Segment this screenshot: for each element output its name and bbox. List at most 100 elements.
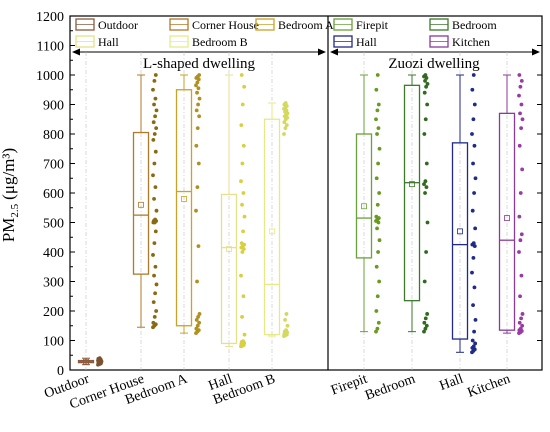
panel-z-title: Zuozi dwelling [388,56,480,72]
data-point-corner-house [154,309,159,313]
data-point-bedroom-a [196,86,201,91]
legend-l-shaped: Outdoor Corner House Bedroom A Hall Bedroom … [75,18,334,49]
data-point-bedroom-a [194,83,198,88]
mean-marker-outdoor [83,358,89,365]
data-point-corner-house [152,161,157,166]
data-point-bedroom-a [197,96,202,101]
data-point-hall [472,285,477,290]
data-point-bedroom-b [282,120,287,125]
mean-marker-bedroom [409,181,415,188]
data-point-bedroom [423,179,428,184]
data-point-kitchen [517,250,521,254]
data-point-kitchen [517,93,521,98]
data-point-kitchen [520,167,525,172]
data-point-corner-house [154,126,159,130]
data-point-corner-house [153,149,158,154]
data-point-bedroom [423,73,428,77]
data-point-firepit [374,264,379,269]
data-point-hall [472,191,476,195]
x-tick-label-kitchen: Kitchen [466,372,513,401]
data-point-hall [241,229,246,234]
data-point-kitchen [517,73,522,77]
data-point-firepit [377,279,382,284]
legend-label-hall: Hall [356,35,377,49]
data-point-bedroom-b [283,101,288,105]
data-point-outdoor [97,356,102,361]
data-point-corner-house [152,241,157,246]
data-point-hall [472,143,477,148]
y-tick-label: 700 [43,158,64,173]
data-point-hall [239,273,243,278]
data-point-hall [240,315,244,319]
mean-marker-hall [226,246,232,252]
data-point-bedroom-b [282,132,286,136]
box-kitchen [498,112,516,331]
data-point-bedroom-b [284,312,289,316]
data-point-corner-house [151,120,156,125]
data-point-kitchen [519,316,523,321]
data-point-hall [472,329,476,334]
data-point-bedroom [423,326,428,331]
panel-zuozi: Zuozi dwelling Firepit Bedroom Hall Kitchen [330,18,540,370]
data-point-hall [471,256,476,260]
x-tick-label-firepit: Firepit [329,372,369,399]
data-point-bedroom [422,90,427,95]
data-point-hall [471,117,476,122]
data-point-hall [470,87,475,92]
y-tick-label: 200 [43,305,64,320]
data-point-kitchen [518,326,523,331]
data-point-corner-house [152,132,157,136]
data-point-bedroom [423,117,428,122]
data-point-bedroom [422,320,427,325]
data-point-bedroom-a [194,143,199,148]
panel-z-arrow-left [330,48,338,56]
data-point-hall [473,317,478,322]
data-point-bedroom-a [195,279,199,284]
panel-l-arrow-right [318,48,326,56]
data-point-kitchen [518,191,523,195]
data-point-kitchen [518,238,523,243]
data-point-corner-house [153,185,158,190]
data-point-firepit [376,250,380,254]
data-point-hall [241,191,246,195]
data-point-hall [240,202,244,207]
y-tick-label: 1100 [37,40,64,55]
data-point-corner-house [153,291,158,296]
box-hall [220,193,238,345]
data-point-firepit [374,87,379,92]
data-point-kitchen [517,320,522,325]
data-point-hall [239,73,244,77]
legend-zuozi: Firepit Bedroom Hall Kitchen [333,18,497,49]
data-point-bedroom-b [284,123,289,128]
data-point-hall [242,84,247,89]
x-tick-label-hall: Hall [438,372,466,394]
data-point-hall [473,341,478,346]
data-point-kitchen [518,294,522,299]
panel-z-boxes [355,52,525,370]
panel-l-boxes [77,52,290,370]
data-point-bedroom [422,279,427,284]
data-point-bedroom-a [195,80,200,85]
legend-label-outdoor: Outdoor [98,18,138,32]
data-point-corner-house [151,320,156,325]
legend-label-bedroom-a: Bedroom A [278,18,334,32]
data-point-corner-house [153,229,158,234]
data-point-bedroom [423,191,427,195]
y-tick-label: 100 [43,335,64,350]
y-tick-label: 800 [43,128,64,143]
data-point-bedroom-a [194,108,199,113]
data-point-kitchen [520,323,525,328]
data-point-kitchen [520,312,525,316]
data-point-hall [239,241,244,246]
data-point-bedroom [424,84,428,89]
box-hall [451,142,469,340]
data-point-hall [242,332,247,337]
data-point-bedroom [422,132,427,136]
data-point-hall [240,161,245,166]
data-point-corner-house [153,73,158,77]
data-point-kitchen [518,84,523,89]
data-point-bedroom [425,102,430,107]
data-point-hall [473,226,478,231]
